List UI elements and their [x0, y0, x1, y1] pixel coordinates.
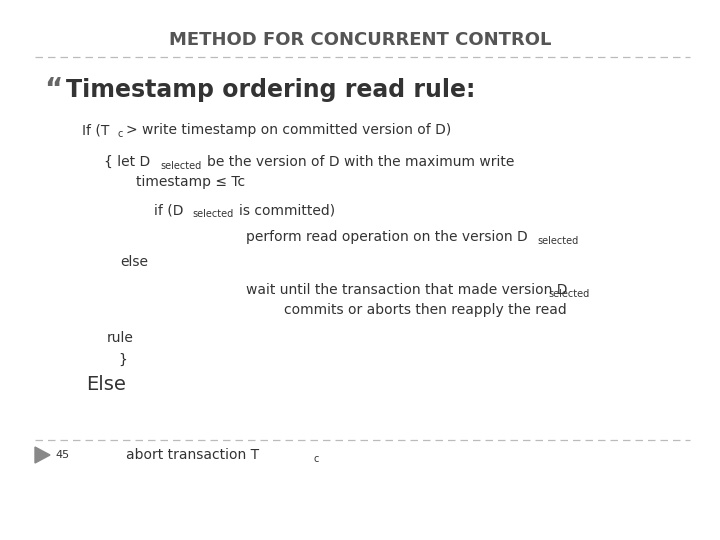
- Polygon shape: [35, 447, 50, 463]
- Text: > write timestamp on committed version of D): > write timestamp on committed version o…: [126, 123, 451, 137]
- Text: If (T: If (T: [82, 123, 109, 137]
- Text: selected: selected: [537, 236, 578, 246]
- Text: METHOD FOR CONCURRENT CONTROL: METHOD FOR CONCURRENT CONTROL: [168, 31, 552, 49]
- Text: selected: selected: [548, 289, 589, 299]
- Text: c: c: [118, 129, 123, 139]
- Text: is committed): is committed): [239, 203, 335, 217]
- Text: Else: Else: [86, 375, 126, 395]
- Text: { let D: { let D: [104, 155, 150, 169]
- Text: wait until the transaction that made version D: wait until the transaction that made ver…: [246, 283, 567, 297]
- Text: abort transaction T: abort transaction T: [126, 448, 259, 462]
- Text: Timestamp ordering read rule:: Timestamp ordering read rule:: [66, 78, 475, 102]
- Text: rule: rule: [107, 331, 134, 345]
- Text: “: “: [44, 76, 62, 104]
- Text: else: else: [120, 255, 148, 269]
- Text: perform read operation on the version D: perform read operation on the version D: [246, 230, 528, 244]
- Text: timestamp ≤ Tc: timestamp ≤ Tc: [136, 175, 245, 189]
- Text: 45: 45: [55, 450, 69, 460]
- Text: if (D: if (D: [154, 203, 184, 217]
- Text: c: c: [314, 454, 320, 464]
- Text: be the version of D with the maximum write: be the version of D with the maximum wri…: [207, 155, 514, 169]
- Text: selected: selected: [160, 161, 202, 171]
- Text: selected: selected: [192, 209, 233, 219]
- Text: }: }: [118, 353, 127, 367]
- Text: commits or aborts then reapply the read: commits or aborts then reapply the read: [284, 303, 567, 317]
